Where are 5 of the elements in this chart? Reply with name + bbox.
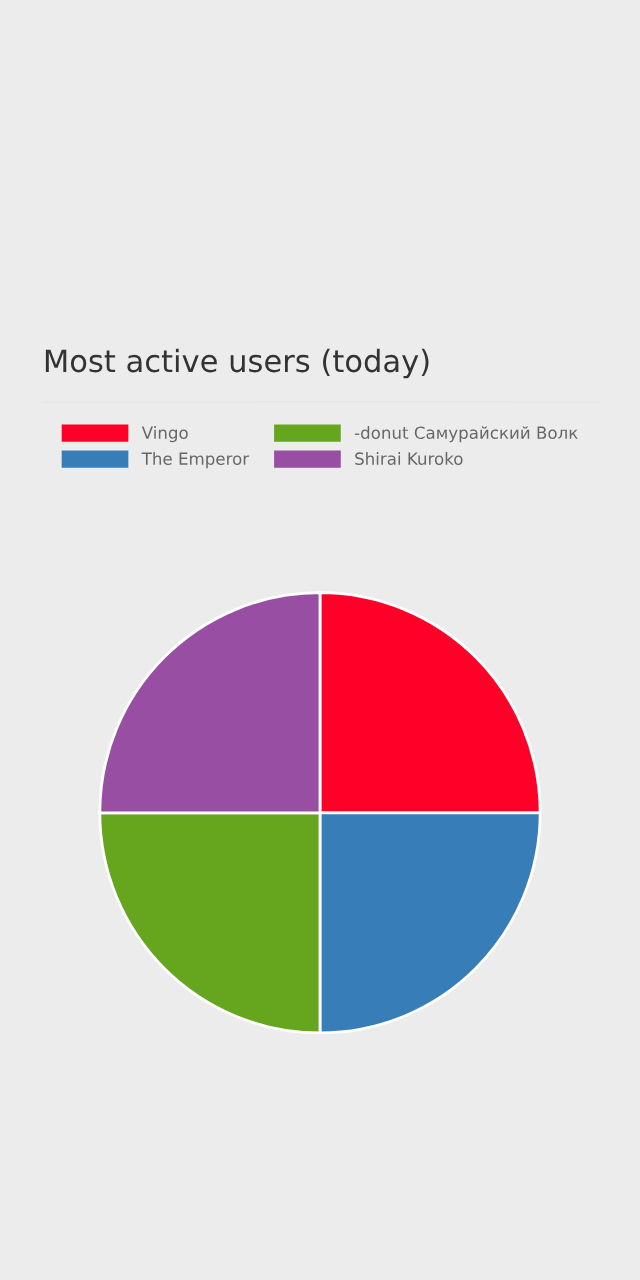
chart-title: Most active users (today) <box>45 348 429 379</box>
legend-label: -donut Самурайский Волк <box>354 426 578 443</box>
legend-label: Vingo <box>141 426 188 443</box>
legend-label: Shirai Kuroko <box>355 452 463 465</box>
legend-label: The Emperor <box>141 452 250 469</box>
